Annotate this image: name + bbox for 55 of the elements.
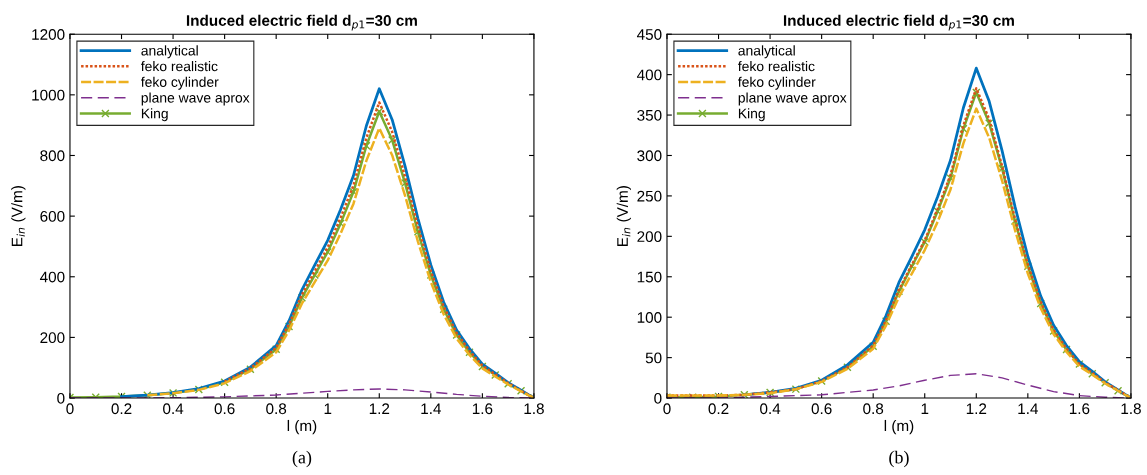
y-tick-label: 300 [637,150,662,162]
x-tick-label: 0.2 [111,403,132,415]
y-tick-label: 250 [637,190,662,202]
y-tick-label: 50 [645,352,662,364]
legend-label: feko realistic [738,61,815,72]
chart-title: Induced electric field d$_{p1}$=30 cm [783,14,1014,31]
y-tick-label: 150 [637,271,662,283]
legend-label: King [141,108,168,122]
legend-label: plane wave aprox [141,92,250,106]
x-tick-label: 1.6 [472,403,493,415]
x-tick-label: 0.4 [163,403,184,415]
x-tick-label: 1.8 [1121,403,1141,415]
text: (b) [889,450,909,468]
x-tick-label: 0 [663,403,671,415]
y-tick-label: 800 [40,150,65,162]
legend-label: analytical [141,45,198,59]
y-tick-label: 400 [39,271,65,283]
y-tick-label: 1200 [32,29,65,40]
x-tick-label: 1 [324,403,332,414]
legend-label: plane wave aprox [738,92,847,106]
y-tick-label: 450 [636,29,662,40]
x-tick-label: 1.2 [369,403,390,414]
y-tick-label: 600 [40,210,65,222]
legend-label: feko cylinder [738,76,816,90]
chart-title: Induced electric field d$_{p1}$=30 cm [186,14,417,31]
x-tick-label: 0.8 [266,403,287,415]
x-tick-label: 1.6 [1069,403,1090,415]
y-tick-label: 100 [637,312,662,323]
x-tick-label: 1.8 [524,403,544,415]
legend-label: feko cylinder [141,76,219,90]
x-axis-title: l (m) [884,419,914,435]
x-tick-label: 1.4 [1018,403,1039,414]
x-tick-label: 0.2 [708,403,729,415]
y-tick-label: 0 [57,392,65,404]
y-tick-label: 400 [636,69,662,81]
legend-label: feko realistic [141,61,218,72]
legend-label: King [738,108,765,122]
y-tick-label: 200 [40,332,65,344]
text: (a) [292,450,312,468]
y-tick-label: 350 [637,109,662,121]
x-tick-label: 1 [921,403,929,414]
y-tick-label: 200 [637,231,662,243]
x-tick-label: 0 [66,403,74,415]
x-tick-label: 0.6 [214,403,235,415]
y-tick-label: 1000 [32,89,65,101]
y-axis-title: E$_{in}$ (V/m) [11,186,26,246]
x-axis-title: l (m) [287,419,317,435]
y-axis-title: E$_{in}$ (V/m) [616,186,631,246]
x-tick-label: 0.6 [811,403,832,415]
legend-label: analytical [738,45,795,59]
x-tick-label: 0.8 [863,403,884,415]
x-tick-label: 1.2 [966,403,987,414]
x-tick-label: 0.4 [760,403,781,415]
y-tick-label: 0 [654,392,662,404]
x-tick-label: 1.4 [421,403,441,414]
